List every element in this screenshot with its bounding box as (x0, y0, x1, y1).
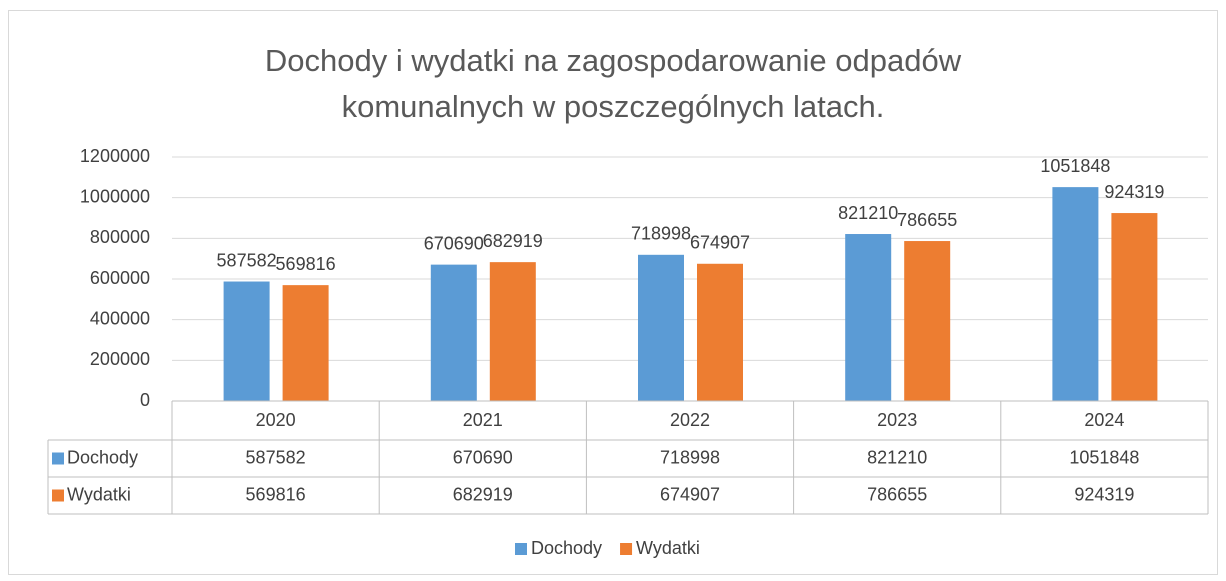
legend-key (515, 543, 527, 555)
table-legend-key (52, 452, 64, 465)
data-label: 682919 (483, 231, 543, 251)
chart-title: Dochody i wydatki na zagospodarowanie od… (264, 43, 962, 124)
bar (1111, 213, 1158, 401)
bar (223, 281, 270, 401)
bar (282, 285, 329, 401)
chart-border (8, 10, 1218, 575)
data-label: 924319 (1104, 182, 1164, 202)
x-tick-label: 2021 (463, 410, 503, 430)
data-label: 821210 (838, 203, 898, 223)
bar (430, 264, 477, 401)
y-tick-label: 1200000 (80, 146, 150, 166)
y-tick-label: 400000 (90, 308, 150, 328)
data-label: 718998 (631, 224, 691, 244)
table-cell: 924319 (1074, 484, 1134, 504)
table-cell: 569816 (246, 484, 306, 504)
data-label: 786655 (897, 210, 957, 230)
table-cell: 682919 (453, 484, 513, 504)
y-tick-label: 1000000 (80, 186, 150, 206)
table-row-label: Wydatki (67, 484, 131, 504)
y-tick-label: 800000 (90, 227, 150, 247)
legend-key (620, 543, 633, 555)
x-tick-label: 2023 (877, 410, 917, 430)
data-label: 670690 (424, 233, 484, 253)
data-label: 587582 (217, 250, 277, 270)
table-cell: 718998 (660, 447, 720, 467)
data-label: 569816 (276, 254, 336, 274)
bar (1052, 187, 1099, 401)
table-cell: 786655 (867, 484, 927, 504)
bar (904, 241, 951, 401)
table-cell: 670690 (453, 447, 513, 467)
table-cell: 587582 (246, 447, 306, 467)
bar (697, 263, 743, 401)
y-tick-label: 200000 (90, 349, 150, 369)
legend-label: Dochody (531, 538, 602, 558)
table-legend-key (52, 489, 64, 502)
data-label: 1051848 (1040, 156, 1110, 176)
bar (489, 262, 536, 401)
table-row-label: Dochody (67, 447, 138, 467)
bar (638, 254, 684, 401)
x-tick-label: 2024 (1084, 410, 1124, 430)
table-cell: 674907 (660, 484, 720, 504)
table-cell: 1051848 (1069, 447, 1139, 467)
legend-label: Wydatki (636, 538, 700, 558)
y-tick-label: 0 (140, 390, 150, 410)
x-tick-label: 2022 (670, 410, 710, 430)
data-label: 674907 (690, 233, 750, 253)
bar (845, 234, 892, 401)
table-cell: 821210 (867, 447, 927, 467)
x-tick-label: 2020 (256, 410, 296, 430)
y-tick-label: 600000 (90, 268, 150, 288)
